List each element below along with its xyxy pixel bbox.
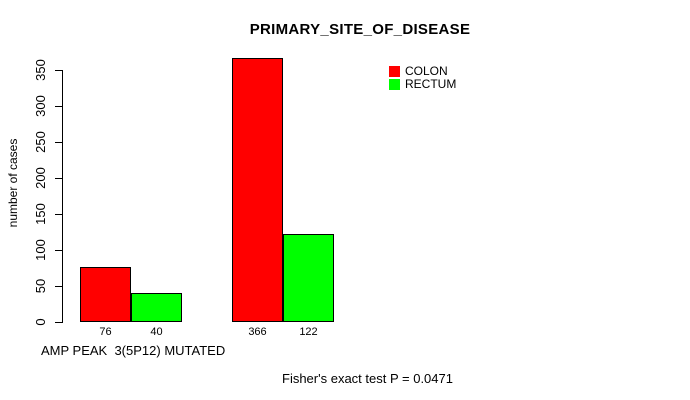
fisher-test-annotation: Fisher's exact test P = 0.0471 <box>282 371 453 386</box>
chart-title: PRIMARY_SITE_OF_DISEASE <box>249 21 471 38</box>
legend-item-rectum: RECTUM <box>389 78 456 91</box>
y-axis-tick <box>55 286 62 287</box>
y-axis-tick <box>55 178 62 179</box>
y-axis-tick-label: 200 <box>33 167 48 189</box>
y-axis-tick-label: 100 <box>33 239 48 261</box>
y-axis-tick-label: 150 <box>33 203 48 225</box>
y-axis-tick <box>55 106 62 107</box>
bar-count-label-rectum-group1: 40 <box>150 326 163 338</box>
colon-color-swatch-icon <box>389 66 400 77</box>
legend-item-colon: COLON <box>389 65 456 78</box>
legend-label-colon: COLON <box>405 64 448 78</box>
bar-count-label-colon-group2: 366 <box>248 326 267 338</box>
y-axis-tick <box>55 322 62 323</box>
y-axis-tick-label: 300 <box>33 95 48 117</box>
bar-count-label-colon-group1: 76 <box>99 326 112 338</box>
y-axis-tick <box>55 142 62 143</box>
legend-label-rectum: RECTUM <box>405 77 457 91</box>
y-axis-tick <box>55 250 62 251</box>
x-axis-label: AMP PEAK 3(5P12) MUTATED <box>41 343 226 358</box>
bar-colon-group1 <box>80 267 131 322</box>
bar-rectum-group2 <box>283 234 334 322</box>
y-axis-tick <box>55 70 62 71</box>
bar-count-label-rectum-group2: 122 <box>299 326 318 338</box>
y-axis-tick-label: 350 <box>33 59 48 81</box>
y-axis-line <box>62 70 63 323</box>
y-axis-tick <box>55 214 62 215</box>
bar-rectum-group1 <box>131 293 182 322</box>
bar-colon-group2 <box>232 58 283 322</box>
rectum-color-swatch-icon <box>389 79 400 90</box>
y-axis-tick-label: 50 <box>33 278 48 294</box>
y-axis-tick-label: 250 <box>33 131 48 153</box>
legend: COLON RECTUM <box>389 65 456 91</box>
y-axis-label: number of cases <box>6 138 20 228</box>
y-axis-tick-label: 0 <box>33 318 48 326</box>
